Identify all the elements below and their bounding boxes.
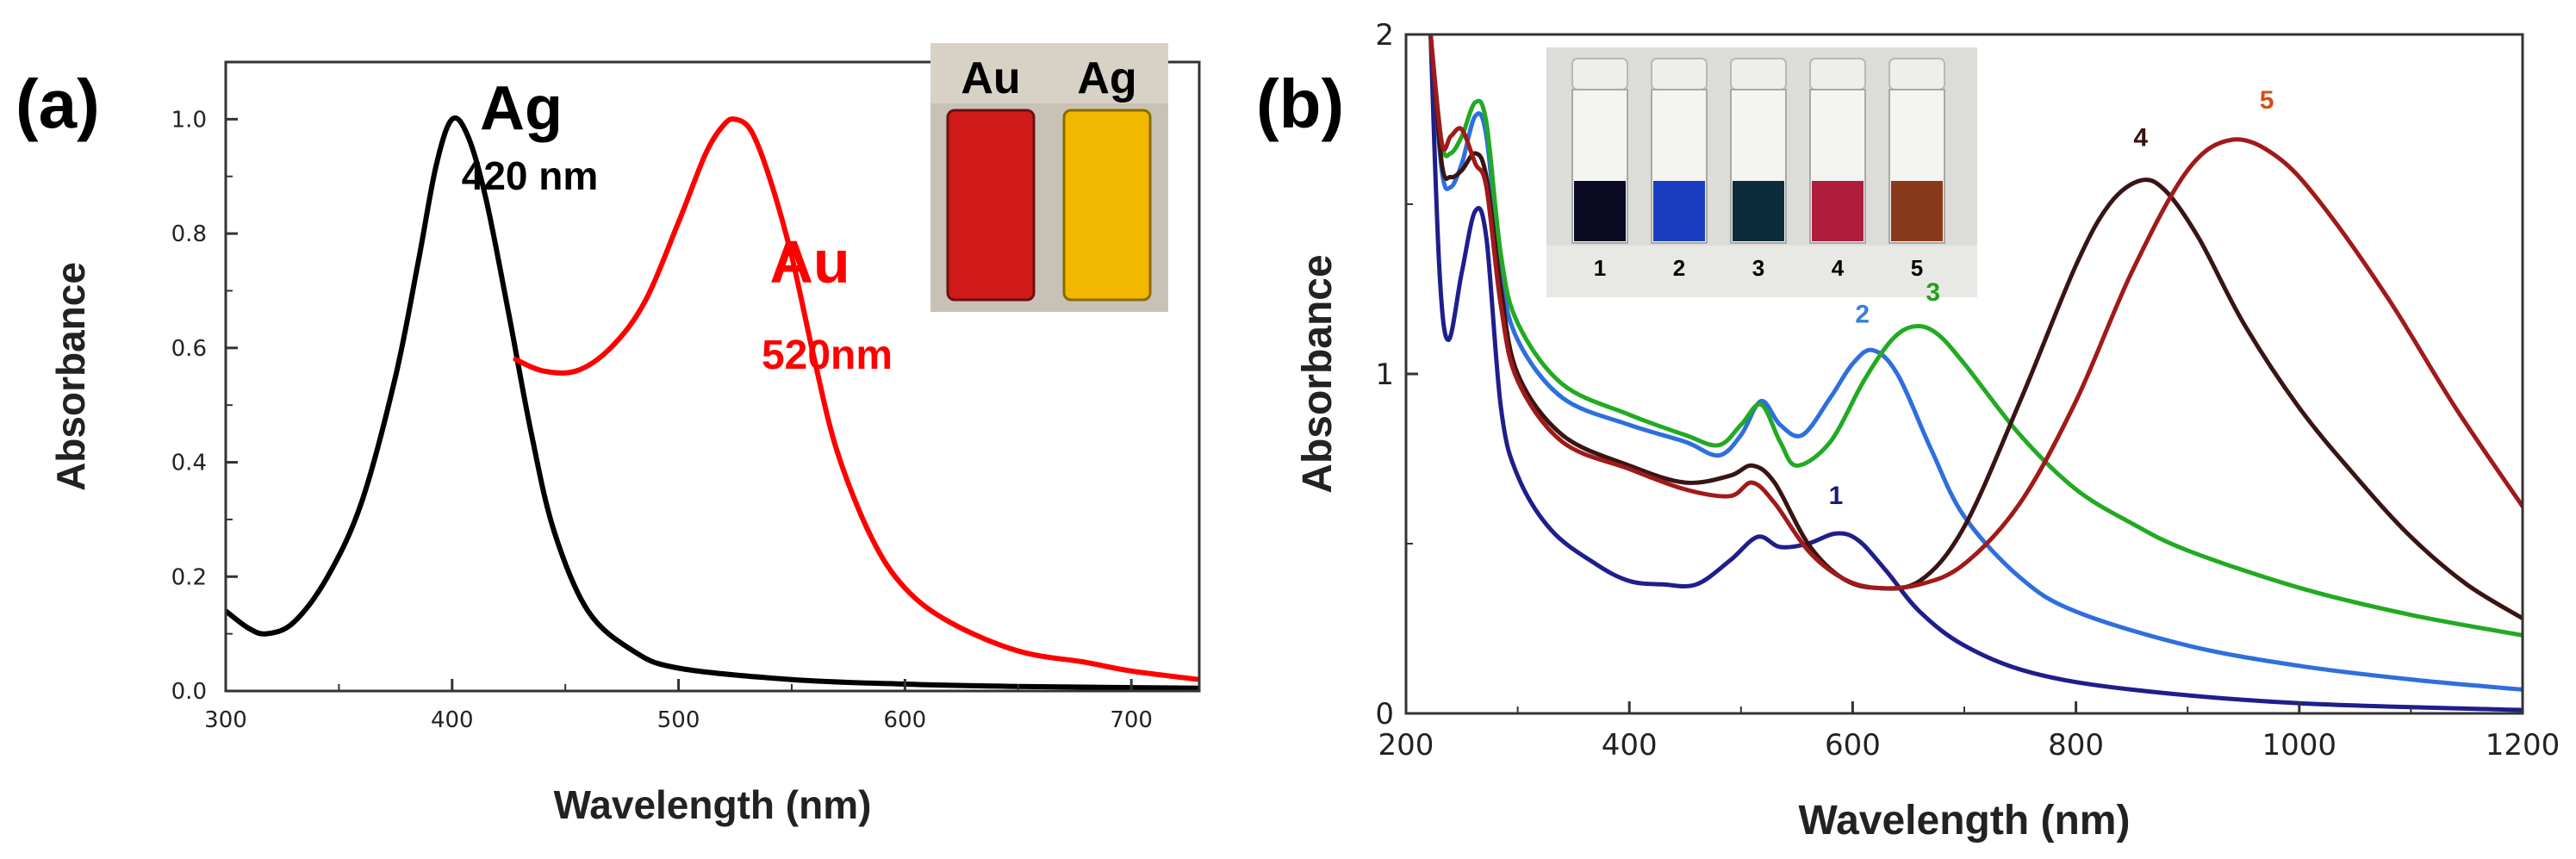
b-curves	[1428, 34, 2523, 713]
a-y-ticks: 0.0 0.2 0.4 0.6 0.8 1.0	[171, 107, 238, 705]
b-curve-label-3: 3	[1926, 278, 1940, 307]
a-y-tick-label: 1.0	[171, 107, 207, 133]
b-inset-vial-label: 4	[1832, 255, 1845, 281]
panel-b: (b) 200 400 600 800 1000 1200 0 1 2 Wavelength …	[1256, 18, 2560, 843]
a-y-tick-label: 0.4	[171, 451, 207, 476]
b-inset-vial-cap	[1730, 58, 1787, 90]
b-x-tick-label: 600	[1825, 728, 1881, 763]
b-x-tick-label: 1200	[2486, 728, 2560, 763]
a-plot-frame	[224, 60, 1201, 693]
a-series-ag-line	[226, 115, 1199, 691]
b-inset-vial-cap	[1571, 58, 1628, 90]
b-inset-vial-label: 2	[1673, 255, 1685, 281]
a-inset-photo: Au Ag	[930, 43, 1168, 312]
b-inset-vial-cap	[1651, 58, 1708, 90]
a-annotation-ag-peak: 420 nm	[462, 153, 599, 198]
b-curve-label-2: 2	[1855, 300, 1870, 328]
b-y-ticks: 0 1 2	[1375, 18, 1418, 731]
b-series-2-line	[1428, 34, 2523, 692]
a-x-tick-label: 600	[884, 707, 927, 733]
a-inset-vial-ag	[1062, 109, 1152, 302]
b-y-tick-label: 1	[1375, 358, 1394, 392]
b-inset-vial-liquid	[1574, 181, 1626, 241]
a-y-tick-label: 0.0	[171, 679, 207, 705]
b-series-5-line	[1428, 34, 2523, 591]
b-inset-vial-label: 1	[1594, 255, 1606, 281]
a-inset-label-au: Au	[961, 53, 1020, 103]
b-curve-label-4: 4	[2133, 123, 2148, 152]
b-inset-vial-label: 3	[1752, 255, 1764, 281]
a-y-tick-label: 0.6	[171, 336, 207, 362]
a-annotation-au-peak: 520nm	[762, 333, 893, 378]
b-y-axis-label: Absorbance	[1295, 254, 1341, 493]
a-inset-label-ag: Ag	[1077, 53, 1136, 103]
b-curve-labels: 1 2 3 4 5	[1829, 86, 2274, 510]
b-inset-vial-liquid	[1812, 181, 1864, 241]
b-inset-vial-cap	[1888, 58, 1945, 90]
a-x-tick-label: 700	[1110, 707, 1153, 733]
b-x-axis-label: Wavelength (nm)	[1799, 798, 2131, 843]
b-inset-vial-liquid	[1653, 181, 1705, 241]
panel-a-label: (a)	[16, 65, 100, 142]
b-inset-photo: 1 2 3 4 5	[1546, 47, 1977, 297]
a-y-axis-label: Absorbance	[48, 262, 93, 491]
b-curve-label-5: 5	[2260, 86, 2274, 115]
a-x-axis-label: Wavelength (nm)	[554, 782, 872, 827]
b-inset-vial-liquid	[1733, 181, 1784, 241]
a-x-tick-label: 300	[204, 707, 247, 733]
a-y-tick-label: 0.2	[171, 564, 207, 590]
b-x-tick-label: 800	[2048, 728, 2104, 763]
a-inset-vial-au	[946, 109, 1036, 302]
b-inset-vial-liquid	[1891, 181, 1943, 241]
a-x-ticks: 300 400 500 600 700	[204, 679, 1153, 733]
b-y-tick-label: 2	[1375, 18, 1394, 53]
b-x-tick-label: 1000	[2262, 728, 2337, 763]
b-series-1-line	[1428, 34, 2523, 713]
a-annotation-ag: Ag	[480, 74, 563, 143]
b-x-ticks: 200 400 600 800 1000 1200	[1378, 701, 2560, 763]
a-x-tick-label: 500	[657, 707, 700, 733]
b-inset-vial-label: 5	[1911, 255, 1923, 281]
b-curve-label-1: 1	[1829, 482, 1844, 510]
b-y-tick-label: 0	[1375, 697, 1394, 731]
b-inset-vial-cap	[1809, 58, 1866, 90]
a-series-au-line	[513, 116, 1199, 682]
b-x-tick-label: 200	[1378, 728, 1434, 763]
a-curves	[226, 115, 1199, 691]
b-series-3-line	[1428, 34, 2523, 638]
a-x-tick-label: 400	[431, 707, 474, 733]
a-y-tick-label: 0.8	[171, 221, 207, 247]
b-inset-vials: 1 2 3 4 5	[1571, 58, 1945, 281]
panel-b-label: (b)	[1256, 65, 1344, 142]
a-annotation-au: Au	[769, 228, 849, 296]
panel-a: (a) 300 400 500 600 700 0.0 0.2 0.4 0.6 0.8 1.0 W…	[16, 43, 1201, 827]
b-x-tick-label: 400	[1602, 728, 1658, 763]
